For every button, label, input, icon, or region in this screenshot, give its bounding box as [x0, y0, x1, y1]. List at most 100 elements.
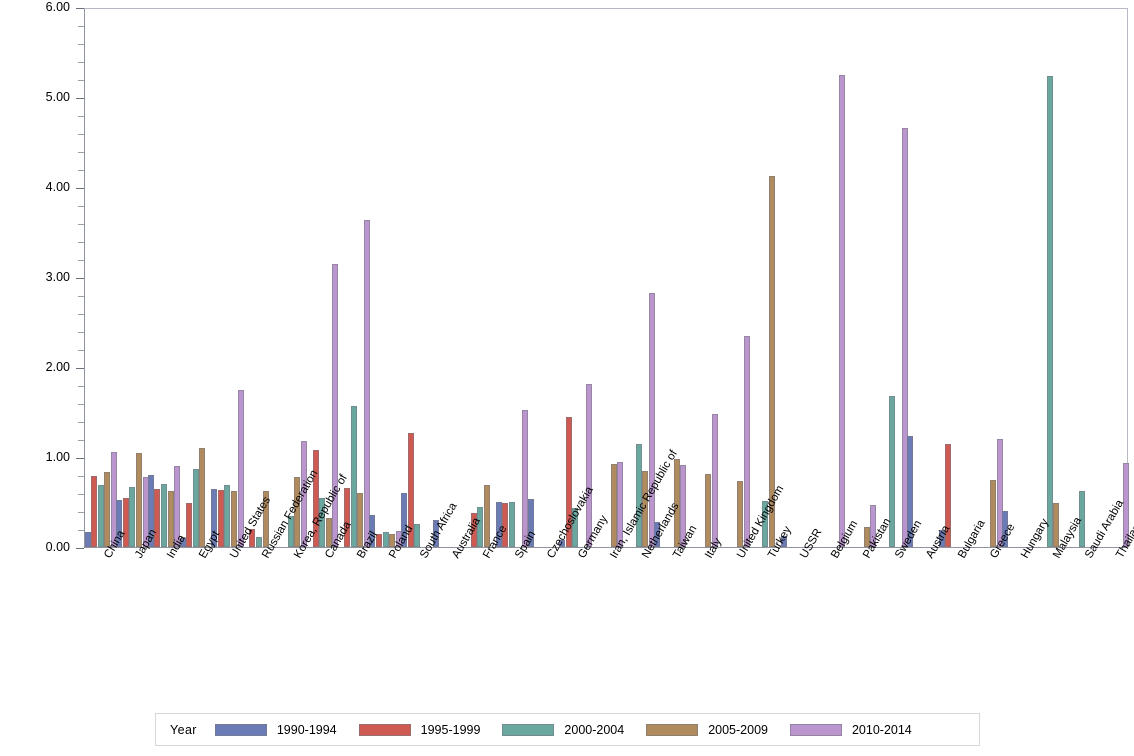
bar[interactable] — [161, 484, 168, 547]
bar[interactable] — [838, 74, 845, 547]
bar[interactable] — [262, 491, 269, 547]
bar[interactable] — [585, 384, 592, 547]
bar[interactable] — [509, 502, 516, 547]
bar[interactable] — [319, 497, 326, 547]
legend-entry[interactable]: 2000-2004 — [502, 723, 624, 737]
bar[interactable] — [186, 502, 193, 547]
bar[interactable] — [174, 466, 181, 547]
bar[interactable] — [84, 531, 91, 547]
bar[interactable] — [375, 534, 382, 547]
bar[interactable] — [382, 531, 389, 547]
bar[interactable] — [654, 521, 661, 547]
bar[interactable] — [147, 475, 154, 547]
y-tick-minor — [78, 152, 84, 153]
bar[interactable] — [154, 488, 161, 547]
bar[interactable] — [432, 520, 439, 547]
bar[interactable] — [1078, 491, 1085, 547]
bar[interactable] — [901, 127, 908, 547]
legend-entry[interactable]: 1995-1999 — [358, 723, 480, 737]
bar[interactable] — [477, 507, 484, 547]
bar[interactable] — [167, 491, 174, 547]
bar[interactable] — [743, 335, 750, 547]
bar[interactable] — [705, 474, 712, 547]
bar[interactable] — [122, 498, 129, 547]
y-tick-minor — [78, 530, 84, 531]
bar[interactable] — [344, 487, 351, 547]
bar[interactable] — [502, 502, 509, 547]
bar[interactable] — [192, 468, 199, 547]
bar[interactable] — [389, 534, 396, 547]
bar[interactable] — [179, 538, 186, 547]
legend-entry[interactable]: 1990-1994 — [214, 722, 337, 737]
bar[interactable] — [527, 499, 534, 547]
bar[interactable] — [287, 516, 294, 547]
bar[interactable] — [888, 395, 895, 547]
bar[interactable] — [470, 512, 477, 547]
bar[interactable] — [863, 527, 870, 547]
bar[interactable] — [364, 220, 371, 547]
bar[interactable] — [369, 514, 376, 547]
bar[interactable] — [673, 458, 680, 547]
bar[interactable] — [712, 413, 719, 547]
bar[interactable] — [522, 410, 529, 547]
bar[interactable] — [217, 490, 224, 547]
bar[interactable] — [762, 501, 769, 547]
bar[interactable] — [780, 536, 787, 547]
bar[interactable] — [648, 293, 655, 547]
bar[interactable] — [565, 417, 572, 547]
bar[interactable] — [1046, 76, 1053, 547]
bar[interactable] — [237, 390, 244, 547]
bar[interactable] — [1123, 463, 1130, 547]
legend-entry[interactable]: 2005-2009 — [646, 723, 768, 737]
bar[interactable] — [325, 518, 332, 547]
bar[interactable] — [559, 539, 566, 547]
bar[interactable] — [129, 486, 136, 547]
bar[interactable] — [407, 432, 414, 547]
bar[interactable] — [136, 453, 143, 547]
bar[interactable] — [1053, 502, 1060, 547]
chart-legend[interactable]: Year 1990-1994 1995-1999 2000-2004 2005-200… — [155, 713, 980, 746]
bar[interactable] — [255, 537, 262, 547]
bar[interactable] — [572, 508, 579, 547]
bar[interactable] — [617, 461, 624, 547]
bar[interactable] — [211, 489, 218, 547]
bar[interactable] — [938, 529, 945, 547]
bar[interactable] — [414, 523, 421, 547]
y-tick-minor — [78, 296, 84, 297]
bar[interactable] — [642, 471, 649, 547]
legend-entry[interactable]: 2010-2014 — [789, 723, 912, 737]
bar[interactable] — [400, 493, 407, 547]
y-tick-minor — [78, 62, 84, 63]
bar[interactable] — [116, 500, 123, 547]
bar[interactable] — [907, 436, 914, 547]
bar[interactable] — [300, 440, 307, 547]
bar[interactable] — [224, 484, 231, 547]
bar[interactable] — [610, 464, 617, 547]
bar[interactable] — [199, 448, 206, 547]
bar[interactable] — [111, 451, 118, 547]
bar[interactable] — [91, 475, 98, 547]
bar[interactable] — [990, 480, 997, 547]
bar[interactable] — [230, 491, 237, 547]
bar-group — [369, 9, 402, 547]
bar[interactable] — [104, 472, 111, 547]
bar[interactable] — [357, 493, 364, 547]
bar[interactable] — [996, 439, 1003, 547]
bar[interactable] — [768, 176, 775, 547]
bar[interactable] — [495, 502, 502, 547]
legend-label: 1990-1994 — [276, 722, 337, 737]
bar[interactable] — [484, 484, 491, 547]
bar[interactable] — [332, 263, 339, 547]
bar[interactable] — [870, 504, 877, 547]
bar[interactable] — [294, 476, 301, 547]
bar[interactable] — [737, 481, 744, 547]
bar[interactable] — [350, 405, 357, 547]
bar-group — [623, 9, 655, 547]
bar[interactable] — [249, 529, 256, 547]
bar[interactable] — [635, 443, 642, 547]
bar[interactable] — [97, 484, 104, 547]
bar[interactable] — [945, 443, 952, 547]
bar[interactable] — [312, 449, 319, 547]
bar[interactable] — [680, 465, 687, 547]
bar[interactable] — [1002, 511, 1009, 547]
